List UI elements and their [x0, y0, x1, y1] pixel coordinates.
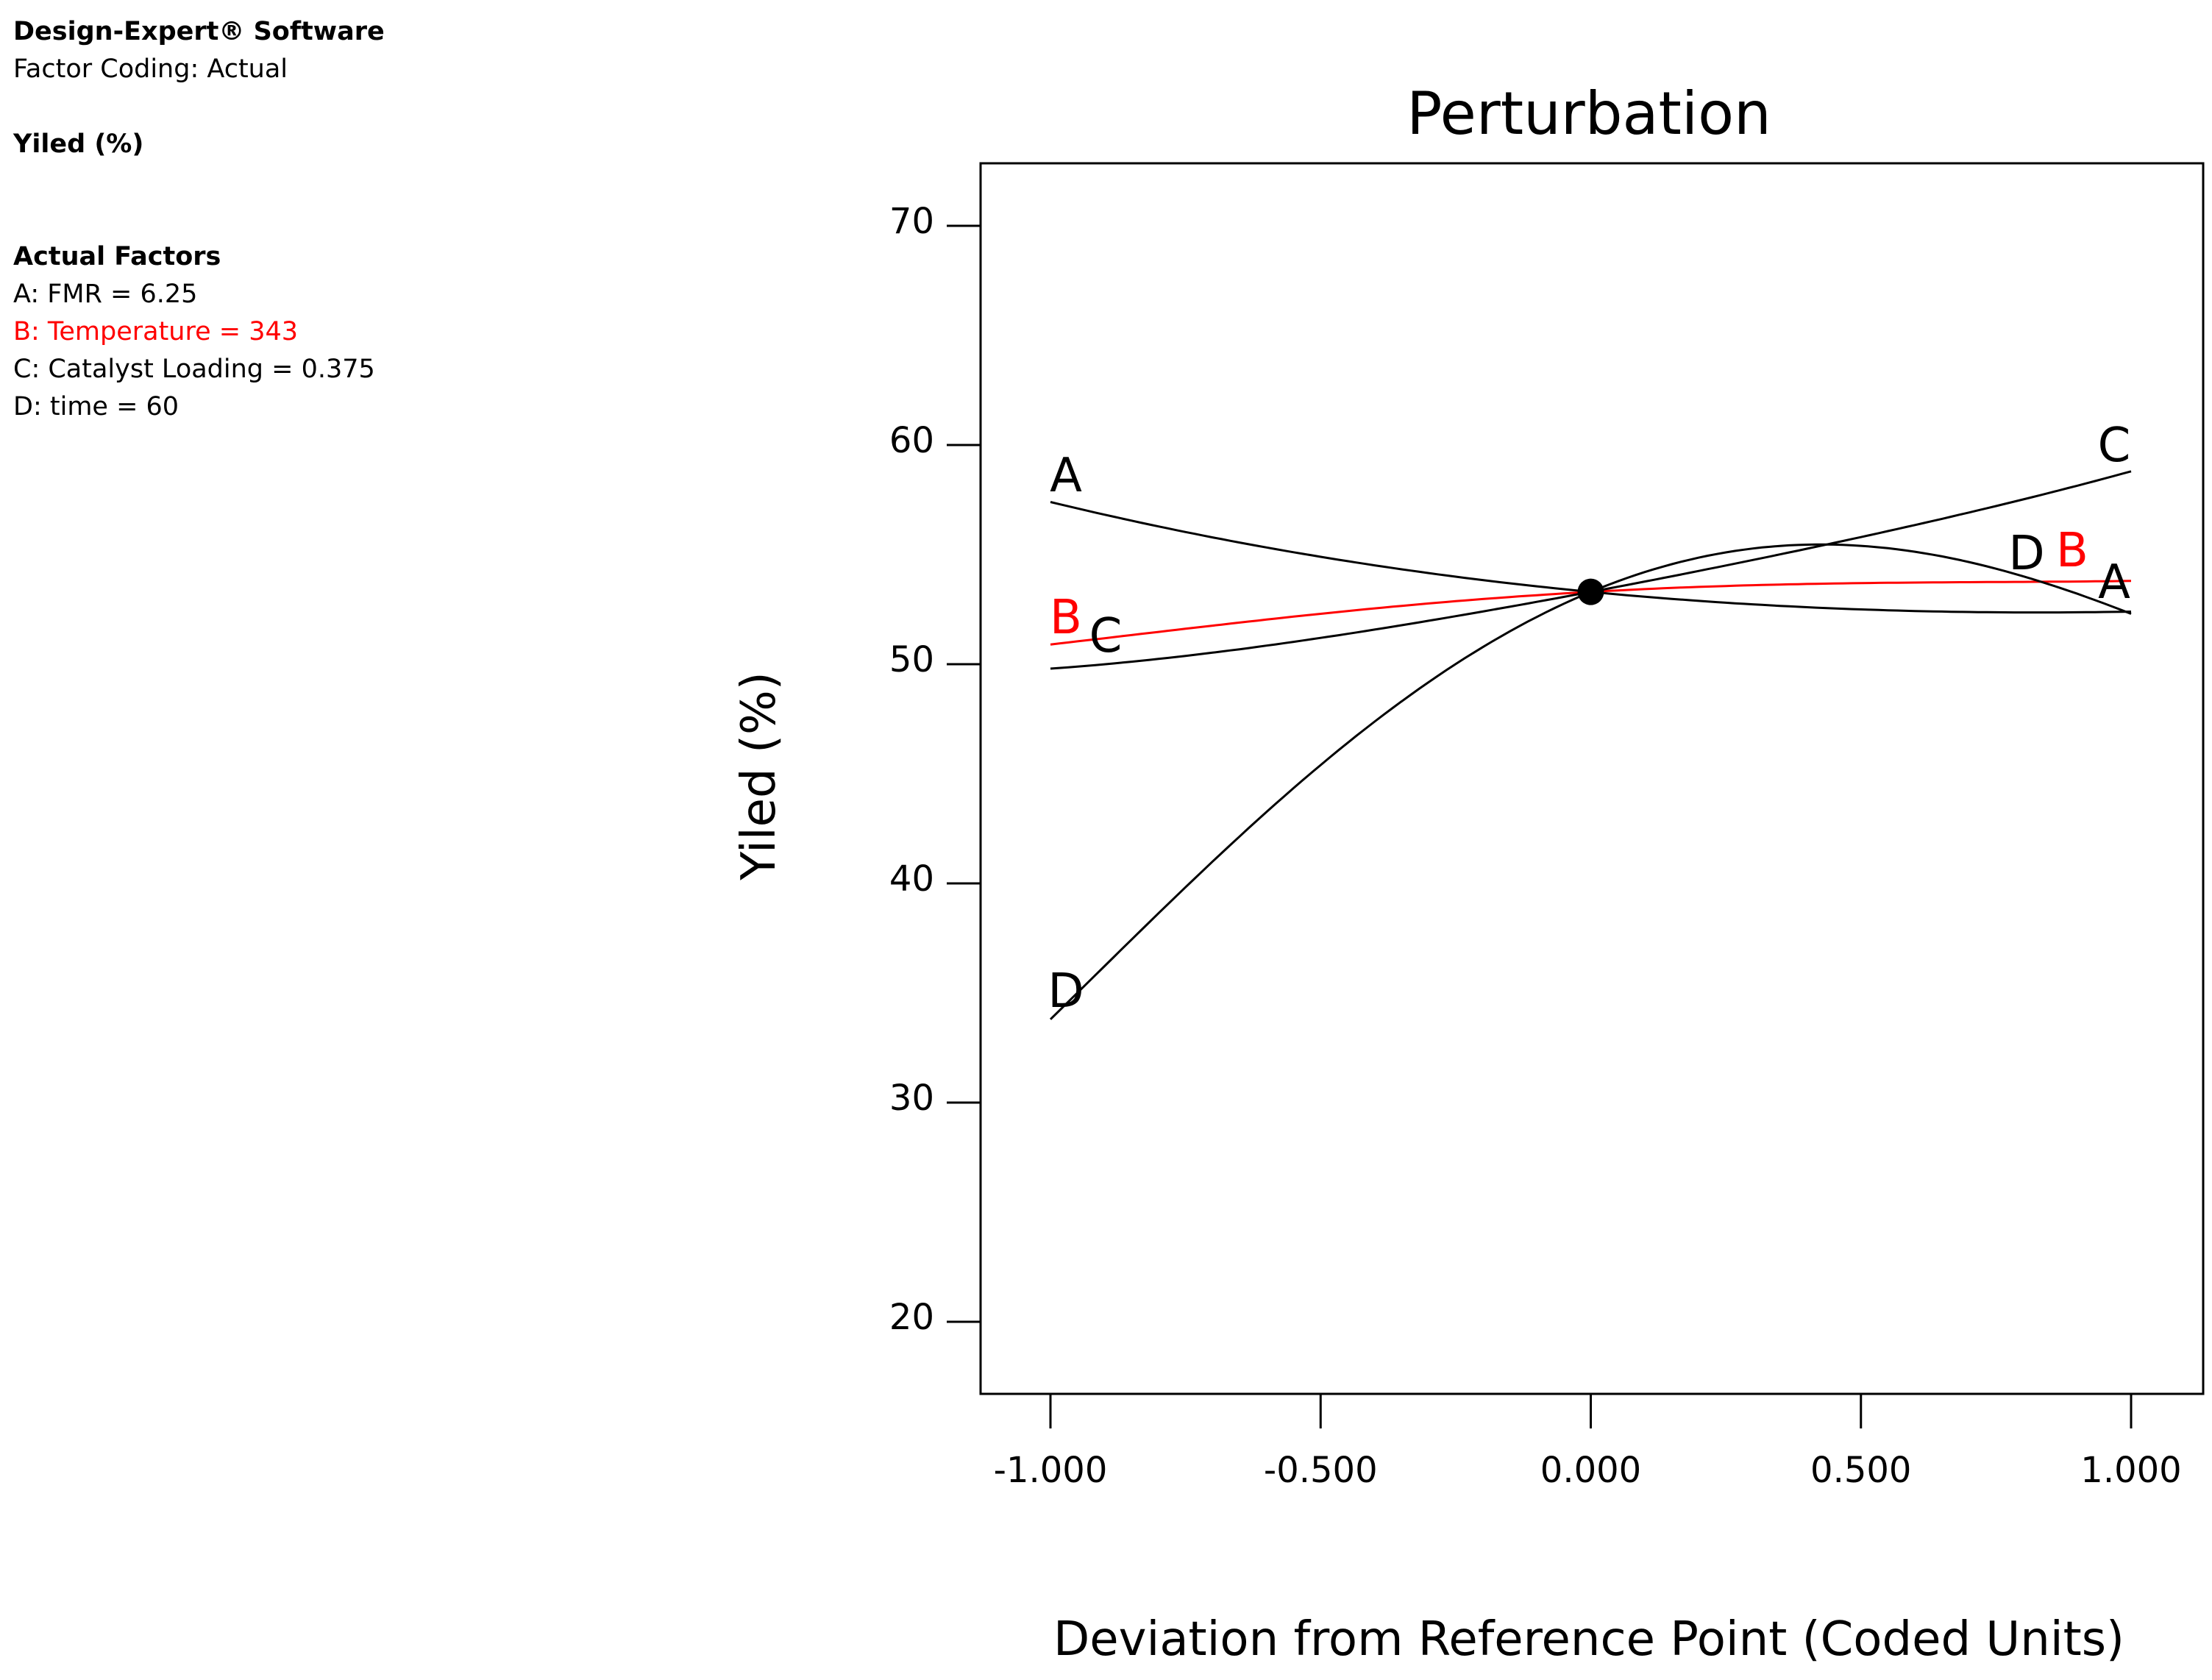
- chart-title: Perturbation: [1406, 79, 1771, 148]
- label-right-D: D: [2008, 527, 2044, 581]
- factor-coding: Factor Coding: Actual: [13, 54, 288, 84]
- curve-C: [1050, 470, 2132, 670]
- factor-b: B: Temperature = 343: [13, 317, 299, 346]
- reference-point: [1577, 578, 1604, 605]
- factor-a: A: FMR = 6.25: [13, 280, 198, 309]
- label-left-D: D: [1048, 964, 1084, 1019]
- info-panel: Design-Expert® Software Factor Coding: A…: [13, 13, 385, 426]
- y-tick-label-60: 60: [889, 420, 934, 461]
- x-tick-label-1.000: 1.000: [2080, 1450, 2181, 1491]
- response-name: Yiled (%): [13, 129, 144, 159]
- label-right-B: B: [2056, 524, 2088, 578]
- y-tick-label-50: 50: [889, 639, 934, 680]
- x-axis: -1.000 -0.500 0.000 0.500 1.000: [994, 1394, 2182, 1491]
- y-axis: 20 30 40 50 60 70: [889, 201, 981, 1338]
- x-tick-label--0.500: -0.500: [1264, 1450, 1378, 1491]
- x-tick-label-0.500: 0.500: [1810, 1450, 1911, 1491]
- curve-D: [1049, 543, 2132, 1020]
- factor-c: C: Catalyst Loading = 0.375: [13, 355, 375, 384]
- y-tick-label-20: 20: [889, 1297, 934, 1338]
- label-right-A: A: [2098, 555, 2130, 610]
- x-axis-title: Deviation from Reference Point (Coded Un…: [1053, 1612, 2124, 1667]
- plot-frame: [979, 162, 2205, 1395]
- y-tick-label-30: 30: [889, 1078, 934, 1119]
- label-left-A: A: [1050, 449, 1082, 503]
- x-tick-label-0.000: 0.000: [1540, 1450, 1641, 1491]
- actual-factors-title: Actual Factors: [13, 242, 221, 271]
- software-name: Design-Expert® Software: [13, 17, 385, 46]
- label-right-C: C: [2098, 419, 2131, 473]
- factor-d: D: time = 60: [13, 392, 179, 421]
- label-left-C: C: [1089, 609, 1123, 663]
- label-left-B: B: [1050, 591, 1082, 645]
- y-tick-label-70: 70: [889, 201, 934, 242]
- y-tick-label-40: 40: [889, 858, 934, 900]
- series-curves: [1049, 470, 2132, 1020]
- x-tick-label--1.000: -1.000: [994, 1450, 1108, 1491]
- y-axis-title: Yiled (%): [732, 672, 786, 880]
